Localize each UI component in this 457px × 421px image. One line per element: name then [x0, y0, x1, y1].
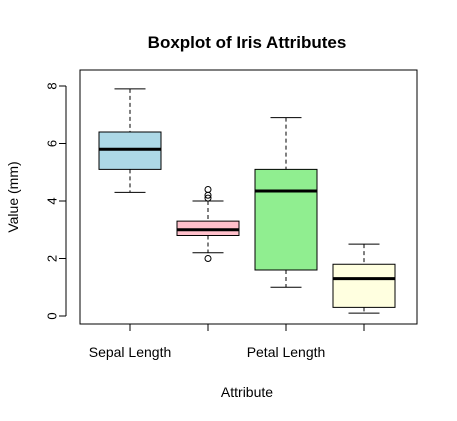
box-sepal-width [176, 186, 240, 262]
x-axis-label: Attribute [221, 384, 273, 400]
y-tick-label: 6 [44, 140, 59, 147]
y-tick-label: 0 [44, 312, 59, 319]
box-sepal-length [98, 88, 162, 193]
box-petal-width [332, 243, 396, 314]
y-tick-label: 2 [44, 255, 59, 262]
x-tick-label: Petal Length [247, 344, 326, 360]
iqr-box [332, 263, 396, 308]
y-axis-label: Value (mm) [5, 161, 21, 232]
x-tick-label: Sepal Length [89, 344, 172, 360]
plot-area [98, 88, 396, 314]
iqr-box [254, 168, 318, 271]
outlier-point [204, 186, 212, 193]
chart-title: Boxplot of Iris Attributes [148, 33, 347, 52]
box-petal-length [254, 117, 318, 288]
outlier-point [204, 255, 212, 262]
x-axis: Sepal Length Petal Length [89, 323, 365, 360]
y-tick-label: 8 [44, 82, 59, 89]
y-axis: 0 2 4 6 8 [44, 82, 67, 320]
outlier-point [204, 194, 212, 202]
y-tick-label: 4 [44, 197, 59, 204]
